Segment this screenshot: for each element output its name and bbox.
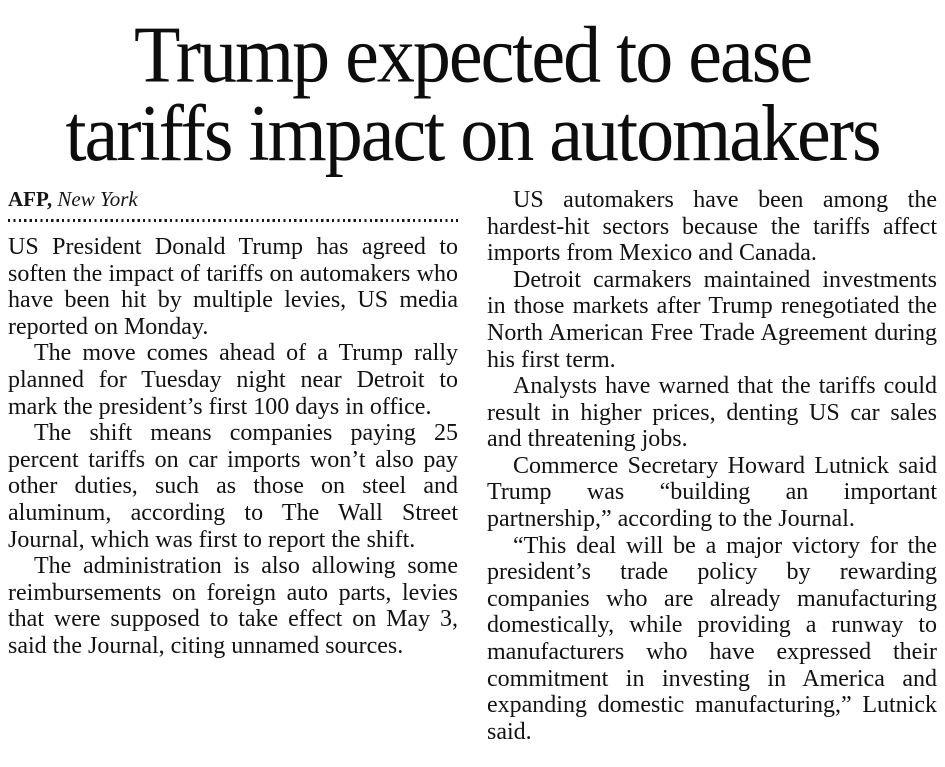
paragraph: The shift means companies paying 25 perc… — [8, 420, 458, 553]
paragraph: Detroit carmakers maintained investments… — [487, 266, 937, 373]
left-column-text: US President Donald Trump has agreed to … — [8, 234, 458, 660]
paragraph: US automakers have been among the hardes… — [487, 186, 937, 267]
paragraph: Commerce Secretary Howard Lutnick said T… — [487, 452, 937, 533]
paragraph: The administration is also allowing some… — [8, 553, 458, 659]
left-column: AFP, New York US President Donald Trump … — [8, 187, 458, 660]
headline-line-2: tariffs impact on automakers — [65, 89, 881, 179]
byline-location: New York — [57, 186, 138, 211]
paragraph: Analysts have warned that the tariffs co… — [487, 373, 937, 453]
right-column-text: US automakers have been among the hardes… — [487, 187, 937, 745]
byline: AFP, New York — [8, 187, 458, 211]
byline-agency: AFP, — [8, 186, 53, 211]
right-column: US automakers have been among the hardes… — [487, 187, 937, 745]
paragraph: US President Donald Trump has agreed to … — [8, 234, 458, 340]
paragraph: The move comes ahead of a Trump rally pl… — [8, 340, 458, 420]
article-columns: AFP, New York US President Donald Trump … — [8, 187, 937, 745]
dotted-divider — [8, 219, 458, 223]
headline-line-1: Trump expected to ease — [133, 10, 813, 100]
paragraph: “This deal will be a major victory for t… — [487, 532, 937, 745]
headline: Trump expected to ease tariffs impact on… — [8, 10, 937, 179]
